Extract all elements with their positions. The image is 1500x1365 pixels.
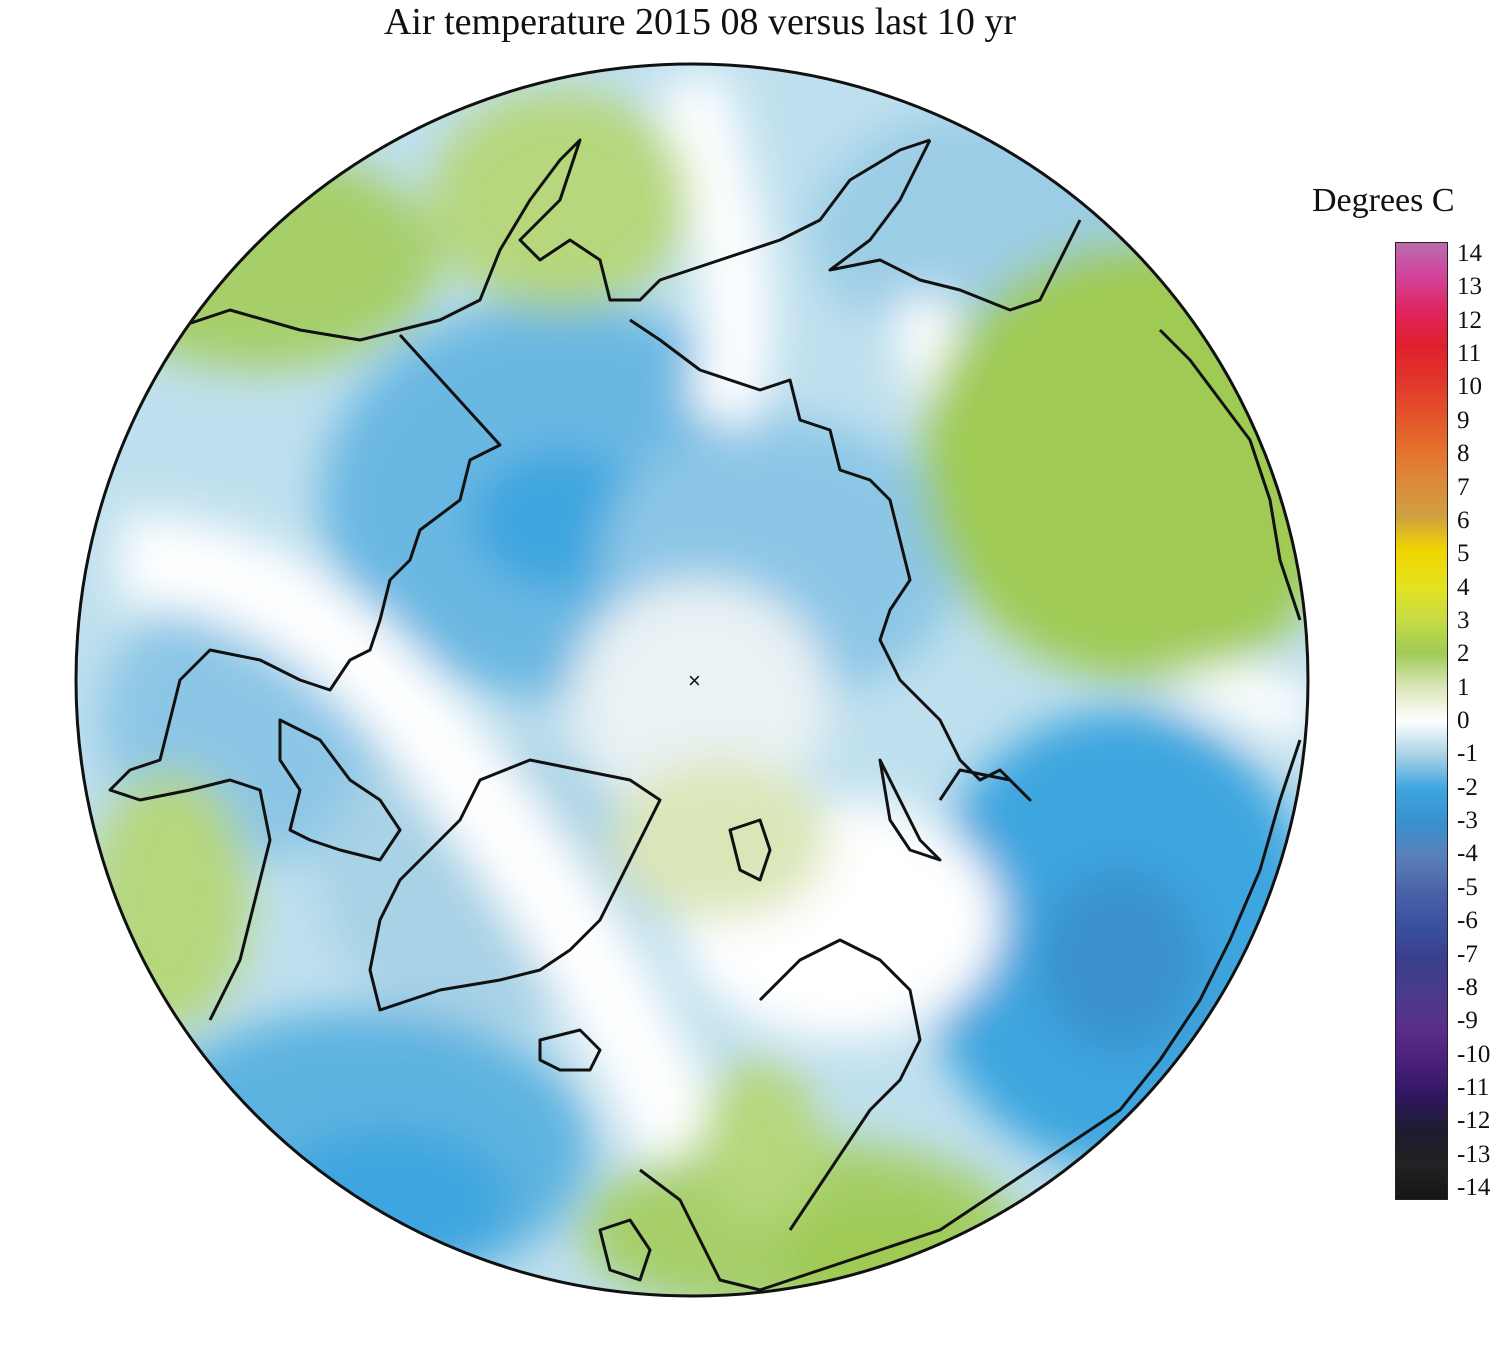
anomaly-field	[76, 64, 1308, 1296]
colorbar-tick-label: -1	[1457, 740, 1478, 768]
legend-units: Degrees C	[1312, 182, 1455, 219]
colorbar-tick-label: 2	[1457, 640, 1470, 668]
colorbar-tick-label: 4	[1457, 573, 1470, 601]
colorbar-tick-label: -2	[1457, 773, 1478, 801]
colorbar-tick-label: -3	[1457, 807, 1478, 835]
colorbar-tick-label: -7	[1457, 940, 1478, 968]
colorbar-tick-label: -4	[1457, 840, 1478, 868]
colorbar-tick-label: 11	[1457, 340, 1482, 368]
colorbar-tick-label: -5	[1457, 873, 1478, 901]
colorbar-tick-label: -10	[1457, 1040, 1491, 1068]
coastline-east-asia	[1158, 328, 1302, 621]
colorbar-tick-label: 5	[1457, 540, 1470, 568]
coastline-svalbard	[728, 818, 772, 882]
colorbar-tick-label: 14	[1457, 240, 1482, 267]
colorbar-tick-label: 10	[1457, 373, 1482, 401]
coastline-hudson-bay	[278, 718, 402, 862]
coastline-canadian-arctic	[108, 333, 502, 1021]
colorbar-tick-label: 13	[1457, 273, 1482, 301]
colorbar-tick-label: 0	[1457, 707, 1470, 734]
colorbar	[1395, 242, 1448, 1200]
coastline-scandinavia	[758, 938, 922, 1231]
coastline-iceland	[538, 1028, 602, 1072]
colorbar-tick-label: -8	[1457, 973, 1478, 1001]
coastline-greenland	[368, 758, 662, 1012]
colorbar-tick-label: -6	[1457, 907, 1478, 935]
colorbar-tick-label: 6	[1457, 506, 1470, 534]
colorbar-tick-label: 8	[1457, 440, 1470, 468]
colorbar-tick-label: 3	[1457, 606, 1470, 634]
north-pole-marker: ×	[688, 668, 701, 693]
coastline-europe	[639, 739, 1302, 1292]
coastline-novaya-zemlya	[878, 758, 942, 862]
map-title: Air temperature 2015 08 versus last 10 y…	[383, 1, 1017, 43]
colorbar-tick-label: -12	[1457, 1107, 1491, 1135]
colorbar-tick-label: -9	[1457, 1007, 1478, 1035]
colorbar-tick-label: 12	[1457, 306, 1482, 334]
coastline-siberia	[629, 318, 1032, 802]
coastline-british-isles	[598, 1218, 652, 1282]
colorbar-tick-label: -13	[1457, 1140, 1491, 1168]
coastline-chukotka	[828, 139, 1082, 312]
coastline-alaska-canada	[169, 138, 931, 342]
colorbar-tick-label: -14	[1457, 1174, 1491, 1201]
colorbar-tick-label: -11	[1457, 1073, 1490, 1101]
colorbar-tick-label: 9	[1457, 406, 1470, 434]
coastlines	[108, 138, 1302, 1292]
colorbar-tick-label: 7	[1457, 473, 1470, 501]
colorbar-tick-label: 1	[1457, 673, 1470, 701]
polar-border	[74, 62, 1310, 1298]
